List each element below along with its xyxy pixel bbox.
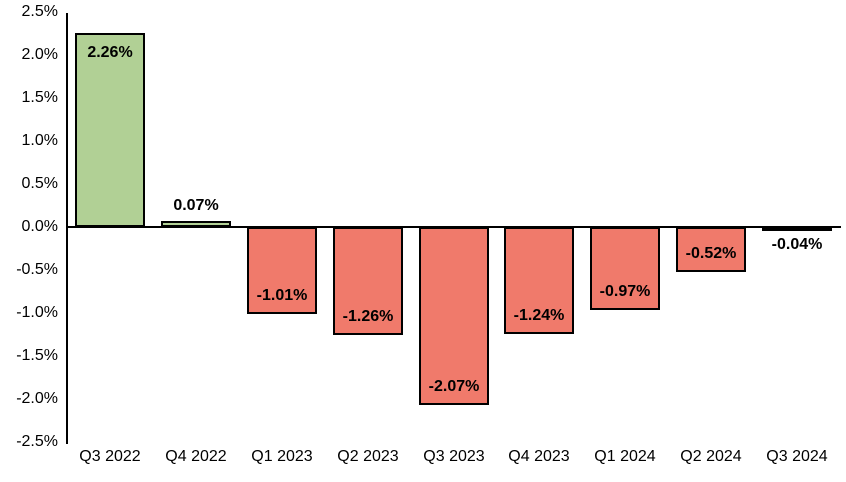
bar-value-label: -0.97% xyxy=(599,283,651,300)
bar-q2-2023 xyxy=(333,227,403,335)
y-tick-label: -2.5% xyxy=(16,433,58,450)
y-tick-label: -2.0% xyxy=(16,390,58,407)
y-axis-line xyxy=(66,13,68,444)
bar-value-label: -1.26% xyxy=(342,308,394,325)
y-tick-label: -1.0% xyxy=(16,304,58,321)
bar-q3-2022 xyxy=(75,33,145,227)
bar-q3-2023 xyxy=(419,227,489,405)
x-tick-label-q3-2022: Q3 2022 xyxy=(79,448,141,465)
bar-value-label: 2.26% xyxy=(87,44,133,61)
x-tick-label-q1-2024: Q1 2024 xyxy=(594,448,656,465)
bar-value-label: -0.04% xyxy=(771,236,823,253)
x-tick-label-q4-2023: Q4 2023 xyxy=(508,448,570,465)
y-tick-label: 2.0% xyxy=(21,46,58,63)
x-tick-label-q1-2023: Q1 2023 xyxy=(251,448,313,465)
x-tick-label-q3-2024: Q3 2024 xyxy=(766,448,828,465)
y-tick-label: 0.5% xyxy=(21,175,58,192)
y-tick-label: 1.5% xyxy=(21,89,58,106)
bar-value-label: -1.24% xyxy=(513,307,565,324)
x-tick-label-q2-2023: Q2 2023 xyxy=(337,448,399,465)
zero-baseline xyxy=(66,226,841,228)
bar-value-label: -1.01% xyxy=(256,287,308,304)
x-tick-label-q2-2024: Q2 2024 xyxy=(680,448,742,465)
y-tick-label: -0.5% xyxy=(16,261,58,278)
bar-value-label: -0.52% xyxy=(685,245,737,262)
y-tick-label: 1.0% xyxy=(21,132,58,149)
bar-value-label: 0.07% xyxy=(173,197,219,214)
bar-value-label: -2.07% xyxy=(428,378,480,395)
x-tick-label-q4-2022: Q4 2022 xyxy=(165,448,227,465)
y-tick-label: 2.5% xyxy=(21,3,58,20)
bar-q3-2024 xyxy=(762,227,832,231)
bar-q1-2024 xyxy=(590,227,660,310)
bar-q4-2023 xyxy=(504,227,574,334)
y-tick-label: 0.0% xyxy=(21,218,58,235)
bar-q2-2024 xyxy=(676,227,746,272)
bar-q1-2023 xyxy=(247,227,317,314)
y-tick-label: -1.5% xyxy=(16,347,58,364)
x-tick-label-q3-2023: Q3 2023 xyxy=(423,448,485,465)
